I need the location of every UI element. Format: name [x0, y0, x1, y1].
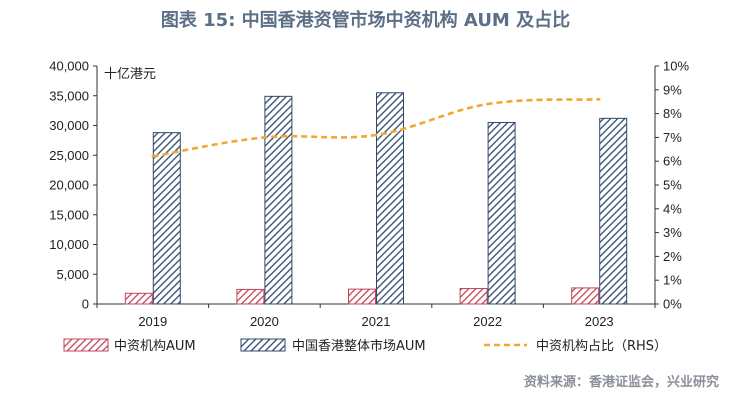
left-tick-label: 0 — [82, 297, 89, 312]
legend: 中资机构AUM 中国香港整体市场AUM 中资机构占比（RHS） — [63, 338, 667, 354]
bar-chinese-institutions — [459, 288, 488, 305]
line-point-share — [263, 136, 266, 139]
line-point-share — [486, 102, 489, 106]
right-tick-label: 2% — [663, 249, 682, 264]
bar-hk-total-market — [152, 132, 181, 305]
left-tick-label: 10,000 — [49, 237, 89, 252]
left-tick-label: 15,000 — [49, 207, 89, 222]
legend-label-chinese-institutions: 中资机构AUM — [114, 339, 196, 354]
legend-swatch-chinese-institutions — [63, 338, 109, 352]
x-tick-label: 2019 — [138, 314, 167, 329]
bar-chinese-institutions — [348, 288, 376, 305]
left-tick-label: 30,000 — [49, 118, 89, 133]
bar-chinese-institutions — [571, 287, 600, 305]
left-tick-label: 20,000 — [49, 178, 89, 193]
right-tick-label: 7% — [663, 130, 682, 145]
right-tick-label: 0% — [663, 297, 682, 312]
x-tick-label: 2023 — [585, 314, 614, 329]
left-tick-label: 40,000 — [49, 59, 89, 74]
right-tick-label: 4% — [663, 201, 682, 216]
bar-hk-total-market — [599, 117, 628, 305]
right-tick-label: 5% — [663, 178, 682, 193]
x-tick-label: 2020 — [250, 314, 279, 329]
right-tick-label: 8% — [663, 106, 682, 121]
bar-chinese-institutions — [124, 292, 153, 305]
line-point-share — [151, 155, 155, 158]
legend-label-hk-total-market: 中国香港整体市场AUM — [292, 338, 426, 354]
line-point-share — [374, 133, 378, 137]
legend-label-share: 中资机构占比（RHS） — [536, 339, 667, 354]
right-tick-label: 9% — [663, 82, 682, 97]
x-tick-label: 2021 — [362, 314, 391, 329]
left-tick-label: 5,000 — [56, 267, 89, 282]
bar-hk-total-market — [264, 95, 293, 305]
bar-chinese-institutions — [236, 288, 265, 305]
source-note: 资料来源：香港证监会，兴业研究 — [523, 375, 719, 390]
right-tick-label: 3% — [663, 225, 682, 240]
left-tick-label: 35,000 — [49, 88, 89, 103]
plot-area: 0 5,000 10,000 15,000 20,000 25,000 30,000 35,0… — [49, 59, 689, 330]
bar-hk-total-market — [376, 92, 404, 305]
right-tick-label: 6% — [663, 154, 682, 169]
x-tick-label: 2022 — [473, 314, 502, 329]
line-point-share — [597, 98, 601, 101]
right-tick-label: 1% — [663, 273, 682, 288]
unit-label: 十亿港元 — [104, 67, 156, 82]
legend-swatch-hk-total-market — [240, 338, 286, 352]
right-tick-label: 10% — [663, 59, 689, 74]
left-tick-label: 25,000 — [49, 148, 89, 163]
chart-title: 图表 15: 中国香港资管市场中资机构 AUM 及占比 — [160, 10, 571, 31]
bar-hk-total-market — [487, 122, 516, 305]
